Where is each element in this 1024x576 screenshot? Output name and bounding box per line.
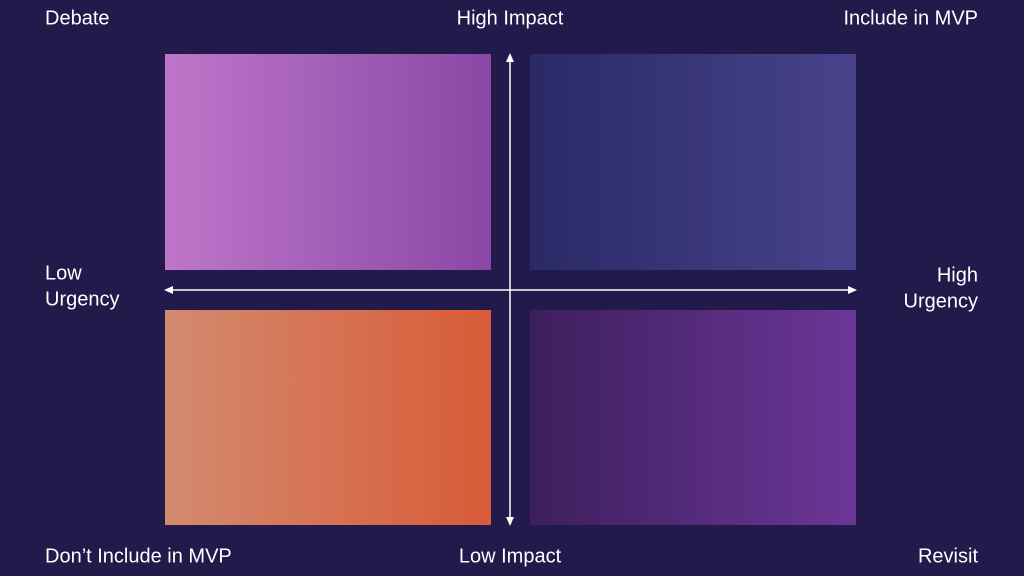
axis-label: High bbox=[937, 264, 978, 286]
axis-label: Low bbox=[45, 262, 82, 284]
axis-label: High Impact bbox=[457, 7, 564, 29]
arrow-head-left bbox=[164, 286, 173, 294]
arrow-head-right bbox=[848, 286, 857, 294]
corner-label: Include in MVP bbox=[843, 7, 978, 29]
quadrant-top-right bbox=[530, 54, 856, 270]
axis-label: Urgency bbox=[45, 288, 119, 310]
quadrant-top-left bbox=[165, 54, 491, 270]
corner-label: Don’t Include in MVP bbox=[45, 545, 232, 567]
arrow-head-up bbox=[506, 53, 514, 62]
arrow-head-down bbox=[506, 517, 514, 526]
corner-label: Debate bbox=[45, 7, 110, 29]
corner-label: Revisit bbox=[918, 545, 978, 567]
axis-label: Urgency bbox=[904, 290, 978, 312]
quadrant-bottom-right bbox=[530, 310, 856, 525]
axis-label: Low Impact bbox=[459, 545, 562, 567]
quadrant-bottom-left bbox=[165, 310, 491, 525]
